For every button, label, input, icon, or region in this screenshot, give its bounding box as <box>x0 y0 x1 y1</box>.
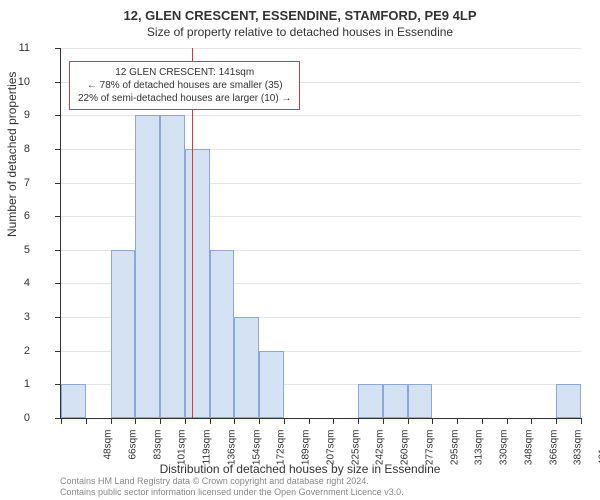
y-tick-label: 9 <box>0 109 30 121</box>
x-tick-label: 48sqm <box>103 430 114 480</box>
x-tick <box>457 418 458 424</box>
plot-area: 12 GLEN CRESCENT: 141sqm ← 78% of detach… <box>60 48 581 419</box>
y-tick <box>55 115 61 116</box>
footer-text: Contains HM Land Registry data © Crown c… <box>60 476 404 498</box>
x-tick <box>86 418 87 424</box>
x-tick <box>160 418 161 424</box>
x-tick <box>556 418 557 424</box>
x-tick <box>210 418 211 424</box>
y-tick-label: 6 <box>0 210 30 222</box>
x-tick-label: 101sqm <box>177 430 188 480</box>
y-tick-label: 0 <box>0 412 30 424</box>
x-tick-label: 189sqm <box>301 430 312 480</box>
histogram-bar <box>111 250 136 418</box>
x-tick-label: 66sqm <box>127 430 138 480</box>
y-tick <box>55 283 61 284</box>
x-tick <box>135 418 136 424</box>
histogram-bar <box>383 384 408 418</box>
y-tick-label: 1 <box>0 378 30 390</box>
x-tick-label: 136sqm <box>226 430 237 480</box>
y-tick <box>55 317 61 318</box>
x-tick <box>309 418 310 424</box>
histogram-bar <box>556 384 581 418</box>
chart-subtitle: Size of property relative to detached ho… <box>0 23 600 39</box>
y-tick-label: 3 <box>0 311 30 323</box>
info-line-3: 22% of semi-detached houses are larger (… <box>78 92 291 105</box>
x-tick-label: 313sqm <box>474 430 485 480</box>
x-tick <box>581 418 582 424</box>
reference-info-box: 12 GLEN CRESCENT: 141sqm ← 78% of detach… <box>69 61 300 110</box>
y-tick-label: 11 <box>0 42 30 54</box>
x-tick <box>61 418 62 424</box>
y-tick-label: 2 <box>0 345 30 357</box>
x-tick-label: 295sqm <box>449 430 460 480</box>
y-tick <box>55 82 61 83</box>
x-tick-label: 83sqm <box>152 430 163 480</box>
x-tick <box>358 418 359 424</box>
x-tick <box>507 418 508 424</box>
x-tick-label: 348sqm <box>523 430 534 480</box>
x-tick <box>234 418 235 424</box>
y-tick <box>55 216 61 217</box>
info-line-1: 12 GLEN CRESCENT: 141sqm <box>78 66 291 79</box>
histogram-bar <box>160 115 185 418</box>
x-tick-label: 242sqm <box>375 430 386 480</box>
footer-line-2: Contains public sector information licen… <box>60 487 404 498</box>
chart-container: 12, GLEN CRESCENT, ESSENDINE, STAMFORD, … <box>0 0 600 500</box>
x-tick-label: 277sqm <box>424 430 435 480</box>
histogram-bar <box>259 351 284 418</box>
x-tick <box>333 418 334 424</box>
gridline <box>61 48 581 49</box>
x-tick <box>383 418 384 424</box>
y-tick <box>55 250 61 251</box>
chart-title: 12, GLEN CRESCENT, ESSENDINE, STAMFORD, … <box>0 0 600 23</box>
y-tick <box>55 48 61 49</box>
x-tick <box>531 418 532 424</box>
y-tick-label: 4 <box>0 277 30 289</box>
x-tick <box>284 418 285 424</box>
x-tick <box>185 418 186 424</box>
x-tick <box>432 418 433 424</box>
x-tick-label: 119sqm <box>202 430 213 480</box>
x-tick-label: 207sqm <box>325 430 336 480</box>
histogram-bar <box>358 384 383 418</box>
y-tick-label: 8 <box>0 143 30 155</box>
y-tick <box>55 351 61 352</box>
histogram-bar <box>135 115 160 418</box>
y-tick <box>55 183 61 184</box>
x-tick-label: 225sqm <box>350 430 361 480</box>
x-tick-label: 172sqm <box>276 430 287 480</box>
x-tick <box>111 418 112 424</box>
x-tick-label: 330sqm <box>499 430 510 480</box>
y-tick-label: 7 <box>0 177 30 189</box>
x-tick <box>482 418 483 424</box>
x-tick-label: 260sqm <box>400 430 411 480</box>
histogram-bar <box>61 384 86 418</box>
x-tick-label: 154sqm <box>251 430 262 480</box>
histogram-bar <box>210 250 235 418</box>
y-tick <box>55 149 61 150</box>
histogram-bar <box>408 384 433 418</box>
x-tick <box>408 418 409 424</box>
histogram-bar <box>234 317 259 418</box>
info-line-2: ← 78% of detached houses are smaller (35… <box>78 79 291 92</box>
x-tick <box>259 418 260 424</box>
histogram-bar <box>185 149 210 418</box>
x-tick-label: 366sqm <box>548 430 559 480</box>
x-tick-label: 383sqm <box>573 430 584 480</box>
y-tick-label: 5 <box>0 244 30 256</box>
y-tick-label: 10 <box>0 76 30 88</box>
